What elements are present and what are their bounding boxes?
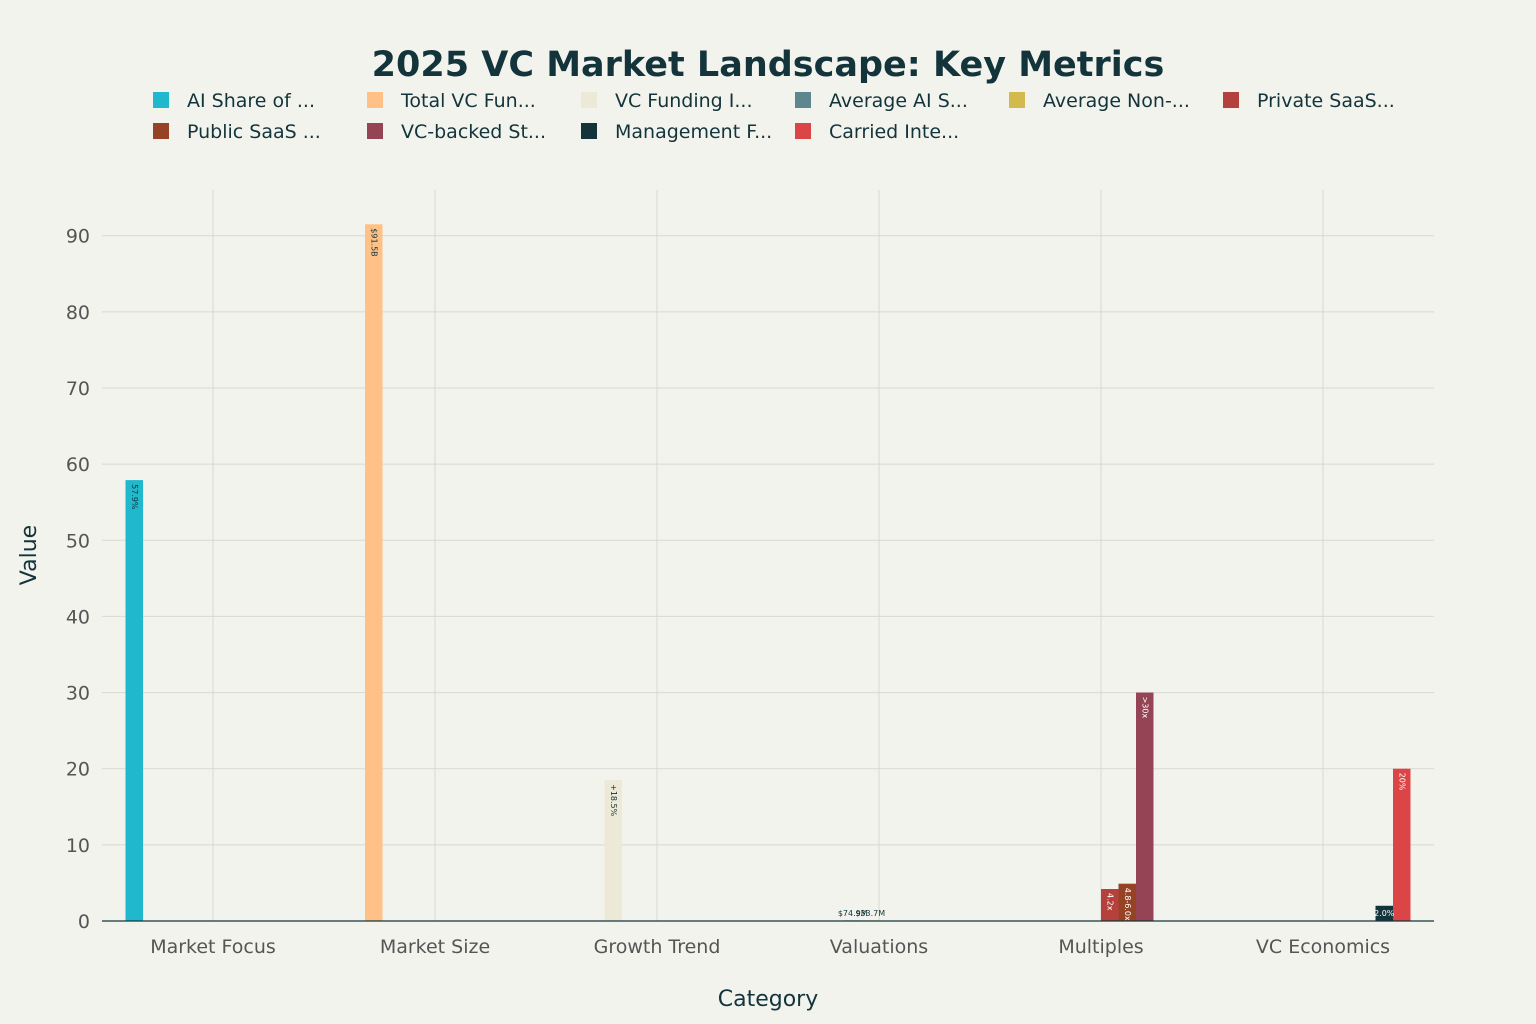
bar <box>604 780 622 921</box>
bar <box>1118 883 1136 921</box>
legend-label: Public SaaS ... <box>187 121 321 143</box>
bar-labels: 57.9% $91.5B +18.5% $74.9M$33.7M 4.2x 4.8-6.0… <box>130 228 1407 921</box>
legend-label: VC Funding I... <box>615 90 752 112</box>
y-tick-label: 20 <box>66 759 90 781</box>
bar <box>1393 768 1411 921</box>
x-tick-label: Multiples <box>1058 936 1143 958</box>
bar <box>1101 889 1119 921</box>
y-tick-labels: 0 10 20 30 40 50 60 70 80 90 <box>66 226 90 933</box>
bar-label: 4.8-6.0x <box>1123 888 1132 921</box>
bar-label: >30x <box>1140 697 1149 719</box>
bars <box>125 224 1411 921</box>
bar-label: 2.0% <box>1374 909 1395 918</box>
x-tick-labels: Market Focus Market Size Growth Trend Valua… <box>150 936 1390 958</box>
legend-swatch <box>153 92 169 108</box>
bar-label: 20% <box>1397 773 1406 791</box>
y-tick-label: 30 <box>66 683 90 705</box>
bar-label: 4.2x <box>1105 893 1114 911</box>
legend-swatch <box>1009 92 1025 108</box>
bar-label: +18.5% <box>609 784 618 817</box>
legend-swatch <box>367 123 383 139</box>
gridlines <box>102 190 1434 921</box>
x-tick-label: VC Economics <box>1256 936 1390 958</box>
bar-label: $33.7M <box>855 909 885 918</box>
chart-title: 2025 VC Market Landscape: Key Metrics <box>372 45 1165 85</box>
y-tick-label: 80 <box>66 302 90 324</box>
legend-label: Carried Inte... <box>829 121 959 143</box>
legend-swatch <box>1223 92 1239 108</box>
bar-label: 57.9% <box>130 484 139 510</box>
legend-swatch <box>581 92 597 108</box>
legend: AI Share of ... Total VC Fun... VC Funding… <box>153 90 1395 143</box>
legend-label: Total VC Fun... <box>400 90 536 112</box>
legend-label: Management F... <box>615 121 772 143</box>
y-tick-label: 90 <box>66 226 90 248</box>
legend-label: VC-backed St... <box>401 121 546 143</box>
legend-swatch <box>367 92 383 108</box>
legend-label: AI Share of ... <box>187 90 315 112</box>
y-axis-title: Value <box>17 525 42 585</box>
legend-swatch <box>581 123 597 139</box>
legend-swatch <box>153 123 169 139</box>
y-tick-label: 50 <box>66 530 90 552</box>
legend-label: Private SaaS... <box>1257 90 1395 112</box>
bar <box>1136 692 1154 921</box>
y-tick-label: 0 <box>78 911 90 933</box>
x-tick-label: Growth Trend <box>594 936 721 958</box>
bar <box>125 480 143 921</box>
legend-swatch <box>795 92 811 108</box>
legend-label: Average Non-... <box>1043 90 1190 112</box>
x-tick-label: Market Focus <box>150 936 276 958</box>
bar-label: $91.5B <box>369 228 378 256</box>
bar <box>365 224 383 921</box>
x-tick-label: Valuations <box>830 936 928 958</box>
y-tick-label: 70 <box>66 378 90 400</box>
bar <box>1375 905 1393 921</box>
y-tick-label: 40 <box>66 606 90 628</box>
y-tick-label: 10 <box>66 835 90 857</box>
legend-swatch <box>795 123 811 139</box>
x-tick-label: Market Size <box>380 936 490 958</box>
y-tick-label: 60 <box>66 454 90 476</box>
legend-label: Average AI S... <box>829 90 968 112</box>
x-axis-title: Category <box>718 987 819 1012</box>
bar-label: $74.9M <box>838 909 868 918</box>
